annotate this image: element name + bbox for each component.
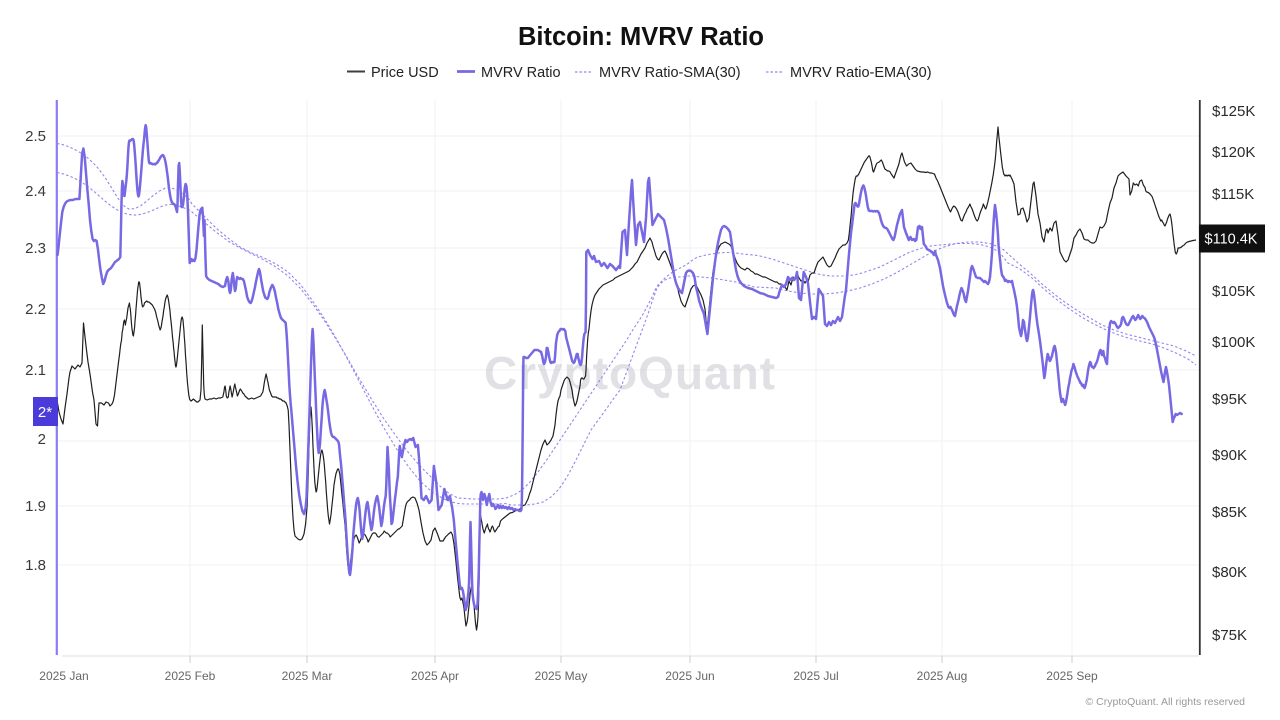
svg-text:2025 May: 2025 May [535,669,588,683]
svg-text:2.4: 2.4 [25,183,46,200]
svg-text:Bitcoin: MVRV Ratio: Bitcoin: MVRV Ratio [518,23,764,51]
svg-text:$115K: $115K [1212,186,1254,203]
svg-text:MVRV Ratio-EMA(30): MVRV Ratio-EMA(30) [790,65,932,81]
svg-text:MVRV Ratio-SMA(30): MVRV Ratio-SMA(30) [599,65,741,81]
svg-text:$125K: $125K [1212,103,1255,120]
svg-text:$75K: $75K [1212,627,1247,644]
svg-text:2025 Sep: 2025 Sep [1046,669,1098,683]
svg-text:$80K: $80K [1212,564,1247,581]
svg-text:1.8: 1.8 [25,557,46,574]
svg-text:$120K: $120K [1212,144,1255,161]
svg-text:Price USD: Price USD [371,65,439,81]
svg-text:$105K: $105K [1212,283,1255,300]
svg-text:$110.4K: $110.4K [1205,232,1258,248]
svg-text:2.1: 2.1 [25,362,46,379]
svg-text:2025 Jan: 2025 Jan [39,669,88,683]
svg-text:1.9: 1.9 [25,498,46,515]
svg-text:MVRV Ratio: MVRV Ratio [481,65,561,81]
svg-text:2.5: 2.5 [25,128,46,145]
svg-text:2025 Mar: 2025 Mar [282,669,333,683]
svg-text:© CryptoQuant. All rights rese: © CryptoQuant. All rights reserved [1086,696,1246,708]
svg-text:$90K: $90K [1212,447,1247,464]
svg-text:2.2: 2.2 [25,301,46,318]
svg-text:2025 Apr: 2025 Apr [411,669,459,683]
svg-text:$85K: $85K [1212,504,1247,521]
svg-text:2: 2 [38,431,46,448]
svg-text:2025 Jun: 2025 Jun [665,669,714,683]
svg-text:2*: 2* [38,404,52,421]
svg-text:$100K: $100K [1212,334,1255,351]
svg-text:2025 Aug: 2025 Aug [917,669,968,683]
svg-text:CryptoQuant: CryptoQuant [484,347,776,399]
svg-text:2025 Feb: 2025 Feb [165,669,216,683]
svg-text:2025 Jul: 2025 Jul [793,669,838,683]
svg-text:2.3: 2.3 [25,240,46,257]
svg-text:$95K: $95K [1212,391,1247,408]
